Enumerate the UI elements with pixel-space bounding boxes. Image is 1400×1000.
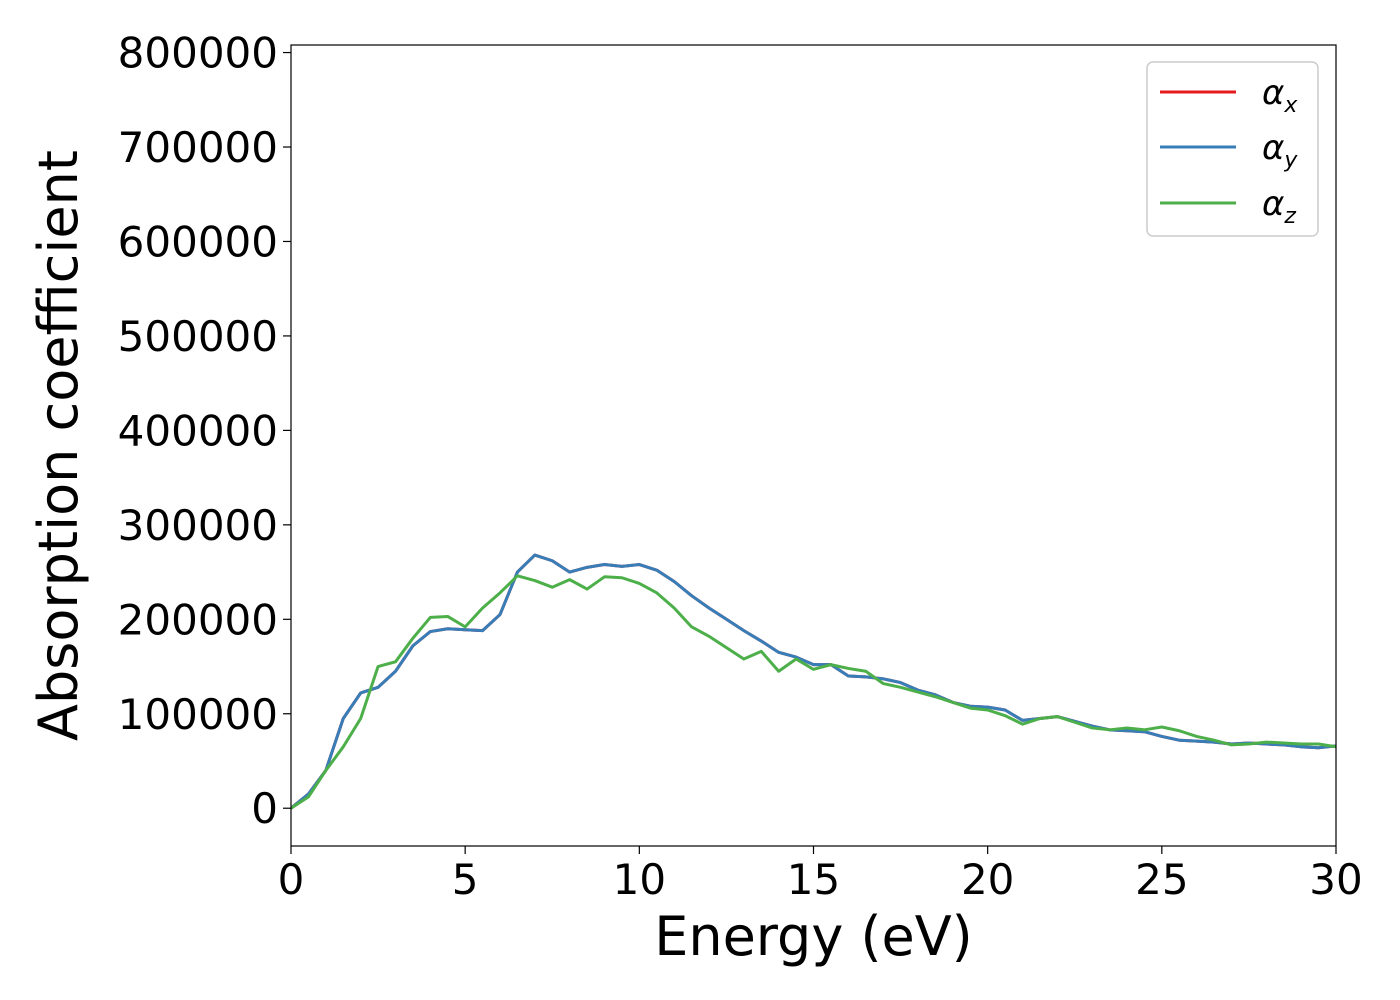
series-line-z xyxy=(291,574,1336,810)
plot-area xyxy=(291,553,1336,810)
y-tick-label: 600000 xyxy=(118,217,278,266)
legend: αx αy αz xyxy=(1146,61,1319,237)
y-tick-label: 700000 xyxy=(118,123,278,172)
x-tick-label: 5 xyxy=(452,855,479,904)
x-axis-label: Energy (eV) xyxy=(654,905,973,968)
y-tick-label: 300000 xyxy=(118,501,278,550)
y-axis-label: Absorption coefficient xyxy=(27,150,90,741)
x-tick-label: 0 xyxy=(278,855,305,904)
y-tick-label: 100000 xyxy=(118,690,278,739)
y-tick-label: 500000 xyxy=(118,312,278,361)
axes: 0 5 10 15 20 25 30 0 100000 200000 300000 400000 500… xyxy=(118,29,1363,904)
legend-box xyxy=(1146,61,1319,237)
legend-label-z: αz xyxy=(1262,184,1296,229)
series-line-y xyxy=(291,553,1336,810)
x-tick-label: 30 xyxy=(1309,855,1362,904)
y-tick-label: 800000 xyxy=(118,29,278,78)
x-tick-label: 15 xyxy=(787,855,840,904)
x-tick-label: 25 xyxy=(1135,855,1188,904)
series-line-x xyxy=(291,553,1336,810)
y-tick-label: 200000 xyxy=(118,595,278,644)
y-tick-label: 400000 xyxy=(118,406,278,455)
y-tick-label: 0 xyxy=(251,784,278,833)
legend-label-y: αy xyxy=(1262,128,1298,173)
legend-label-x: αx xyxy=(1262,73,1298,118)
x-tick-label: 10 xyxy=(613,855,666,904)
x-tick-label: 20 xyxy=(961,855,1014,904)
